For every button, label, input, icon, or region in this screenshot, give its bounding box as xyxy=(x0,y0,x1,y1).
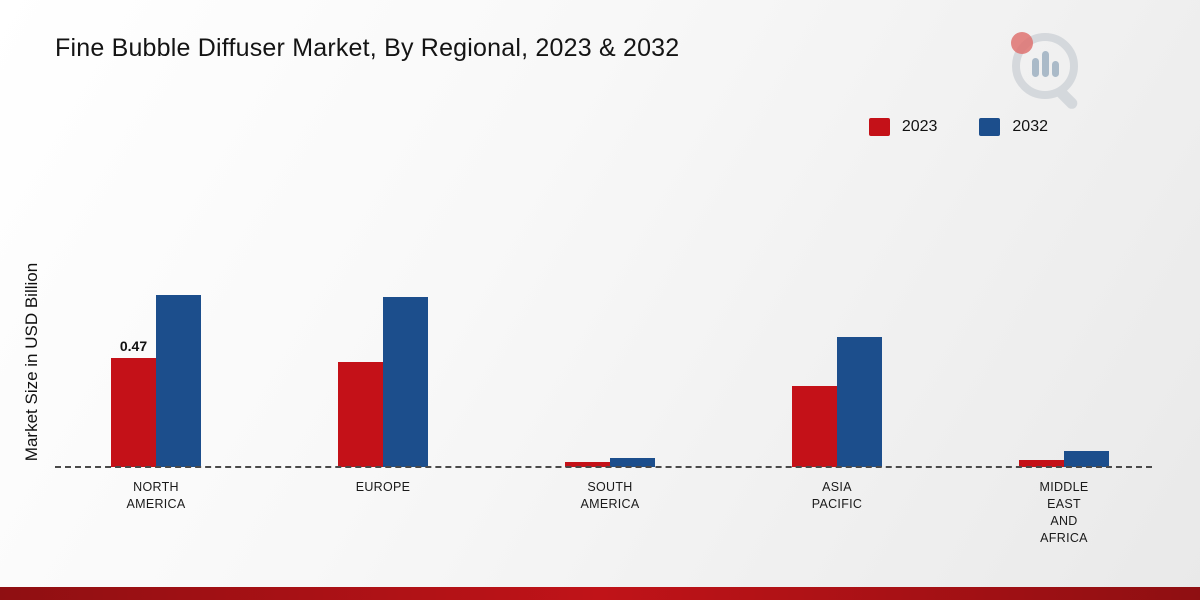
footer-strip xyxy=(0,587,1200,600)
category-label-south-america: SOUTH AMERICA xyxy=(580,480,640,511)
category-label-north-america: NORTH AMERICA xyxy=(126,480,186,511)
bar-2023-middle-east-and-africa xyxy=(1019,460,1064,467)
bar-2032-north-america xyxy=(156,294,201,467)
plot-area: NORTH AMERICA EUROPE SOUTH AMERICA ASIA PAC… xyxy=(60,281,1150,545)
bar-2023-europe xyxy=(338,362,383,467)
legend-label-2023: 2023 xyxy=(901,118,938,135)
bar-2023-asia-pacific xyxy=(792,385,837,467)
brand-logo-icon xyxy=(997,28,1092,118)
bar-2032-middle-east-and-africa xyxy=(1064,450,1109,467)
bar-2023-south-america xyxy=(565,462,610,467)
data-label: 0.47 xyxy=(119,337,148,354)
bar-2032-south-america xyxy=(610,457,655,467)
bar-2032-europe xyxy=(383,297,428,467)
y-axis-label: Market Size in USD Billion xyxy=(22,262,41,462)
bar-2023-north-america xyxy=(111,357,156,467)
category-label-middle-east-and-africa: MIDDLE EAST AND AFRICA xyxy=(1039,480,1089,545)
x-axis-baseline xyxy=(55,466,1152,468)
bar-2032-asia-pacific xyxy=(837,336,882,467)
legend-swatch-2023-icon xyxy=(868,118,890,136)
legend-label-2032: 2032 xyxy=(1012,118,1048,135)
legend: 2023 2032 xyxy=(868,118,1048,136)
legend-item-2032: 2032 xyxy=(979,118,1048,136)
legend-item-2023: 2023 xyxy=(868,118,938,136)
category-label-asia-pacific: ASIA PACIFIC xyxy=(811,480,863,511)
category-label-europe: EUROPE xyxy=(355,480,411,494)
chart-title: Fine Bubble Diffuser Market, By Regional… xyxy=(55,34,680,62)
legend-swatch-2032-icon xyxy=(979,118,1001,136)
